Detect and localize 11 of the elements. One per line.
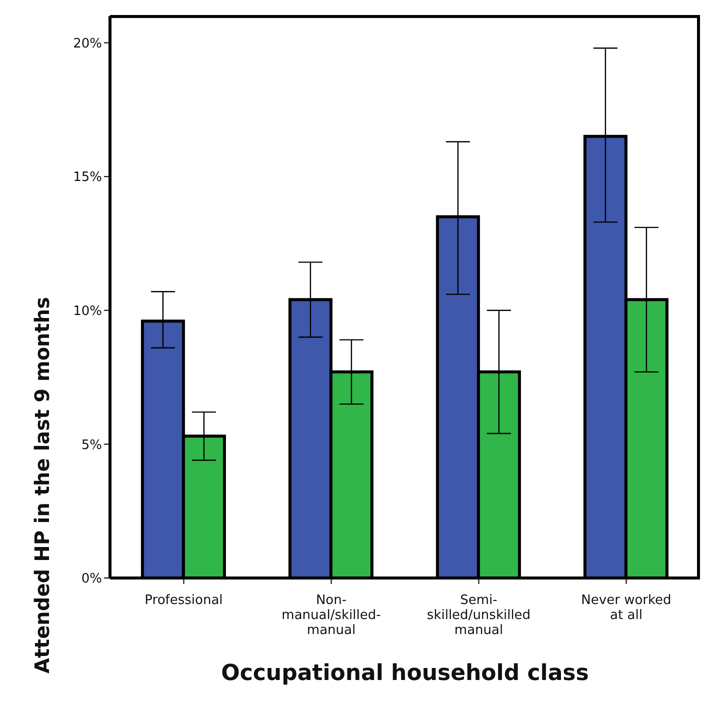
y-tick-label: 5% (81, 438, 102, 453)
x-tick-label: Never worked at all (581, 593, 672, 623)
y-tick-label: 15% (73, 170, 102, 186)
x-axis-title: Occupational household class (221, 661, 589, 686)
x-tick-label: Professional (144, 593, 223, 608)
x-tick-label: Non-manual/skilled-manual (282, 593, 382, 638)
y-tick-label: 10% (73, 304, 102, 319)
y-tick-label: 0% (81, 572, 102, 587)
y-tick-label: 20% (73, 36, 102, 52)
x-tick-label: Semi-skilled/unskilled manual (426, 593, 531, 638)
y-axis-title: Attended HP in the last 9 months (30, 297, 54, 674)
